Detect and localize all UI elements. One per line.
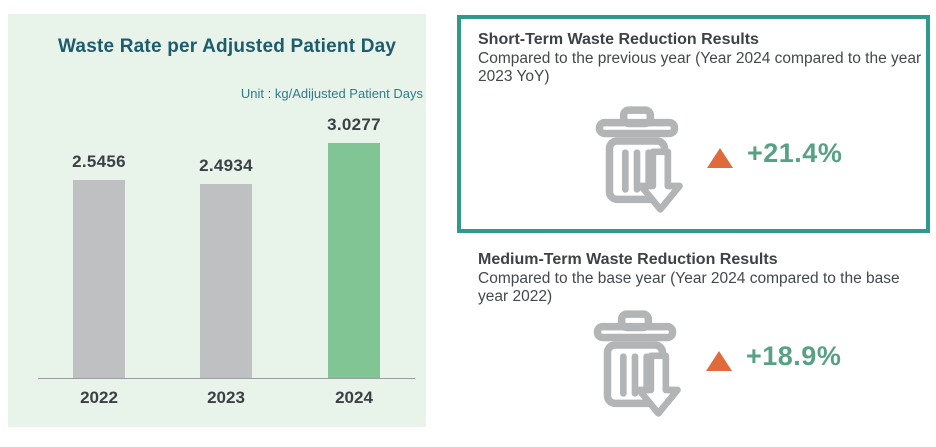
bar-group-2024: 3.0277 2024 <box>327 115 381 407</box>
waste-rate-chart-panel: Waste Rate per Adjusted Patient Day Unit… <box>8 14 426 427</box>
increase-triangle-icon <box>706 351 732 371</box>
trash-can-down-arrow-icon <box>587 105 687 222</box>
bar-chart: 2.5456 2022 2.4934 2023 3.0277 2024 <box>8 14 426 427</box>
x-axis-line <box>38 378 415 379</box>
short-term-result-box: Short-Term Waste Reduction Results Compa… <box>457 15 930 233</box>
bar-group-2022: 2.5456 2022 <box>72 152 126 407</box>
bar-2023 <box>200 184 252 378</box>
increase-triangle-icon <box>707 148 733 168</box>
short-term-delta-value: +21.4% <box>747 138 843 168</box>
trash-can-down-arrow-icon <box>585 309 685 426</box>
chart-unit-label: Unit : kg/Adijusted Patient Days <box>240 86 423 101</box>
bar-value-label: 2.4934 <box>199 156 253 175</box>
x-axis-tick-2023: 2023 <box>207 388 245 407</box>
medium-term-result-box: Medium-Term Waste Reduction Results Comp… <box>461 239 926 434</box>
bar-2024 <box>328 143 380 378</box>
short-term-title: Short-Term Waste Reduction Results <box>478 31 759 48</box>
bar-value-label: 3.0277 <box>327 115 381 134</box>
medium-term-delta-value: +18.9% <box>746 341 842 371</box>
bar-value-label: 2.5456 <box>72 152 126 171</box>
x-axis-tick-2024: 2024 <box>335 388 373 407</box>
short-term-subtitle: Compared to the previous year (Year 2024… <box>478 50 922 85</box>
medium-term-title: Medium-Term Waste Reduction Results <box>478 251 778 268</box>
chart-title: Waste Rate per Adjusted Patient Day <box>58 36 397 57</box>
x-axis-tick-2022: 2022 <box>80 388 118 407</box>
bar-group-2023: 2.4934 2023 <box>199 156 253 407</box>
medium-term-subtitle: Compared to the base year (Year 2024 com… <box>478 270 900 305</box>
bar-2022 <box>73 180 125 378</box>
